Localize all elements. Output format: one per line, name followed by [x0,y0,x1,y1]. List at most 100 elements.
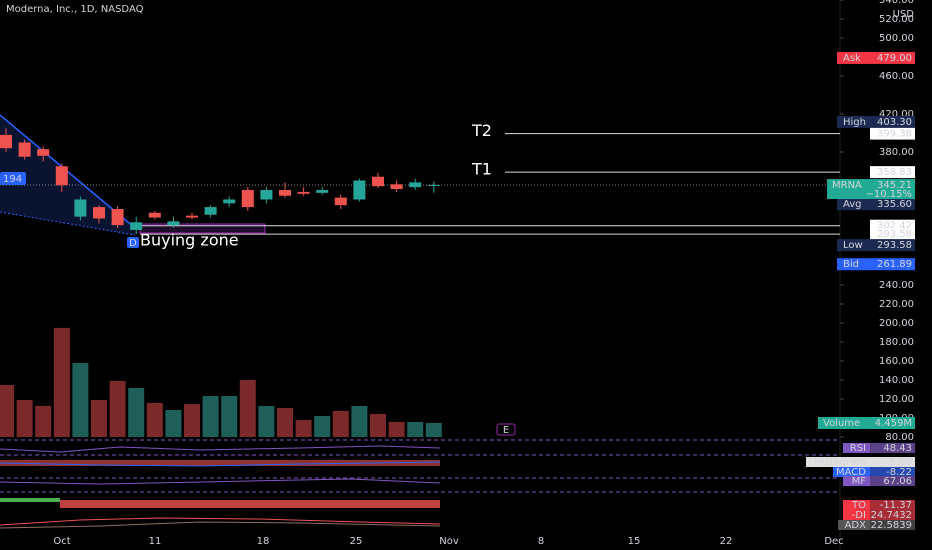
candle-body [372,176,384,187]
candle-body [148,212,161,218]
price-tag-name: High [843,117,866,128]
candle-body [204,207,217,215]
price-tag [837,198,915,211]
indicator-value: 22.5839 [871,520,912,531]
indicator-value: 5.00 [890,457,912,468]
price-tag-name: Avg [843,199,862,210]
y-tick-label: 80.00 [885,432,914,443]
macd-bars [0,460,440,466]
candle-body [186,215,198,218]
volume-bar [407,421,424,437]
volume-bar [258,405,275,437]
level-box [870,127,915,140]
indicator-tag [843,443,915,453]
indicator-name: MF [852,476,867,487]
volume-bar [388,421,405,437]
y-tick-label: 460.00 [879,71,914,82]
marker-e: E [503,425,509,436]
indicator-value: 24.7432 [871,510,912,521]
marker-d: D [129,238,137,249]
x-tick-label: 25 [350,536,363,547]
left-label: 194 [3,174,22,185]
y-tick-label: 500.00 [879,33,914,44]
indicator-name: -DI [852,510,866,521]
volume-bar [91,399,107,437]
volume-bar [184,403,200,437]
indicator-name: MACD [836,467,866,478]
candle-body [241,190,254,208]
candle-body [37,149,50,156]
price-tag-label: 261.89 [877,259,912,270]
candle-body [93,207,105,219]
candle-body [55,166,68,186]
volume-bar [146,402,163,437]
indicator-panels [0,439,840,529]
price-tag [837,239,915,252]
indicator-value: -11.37 [880,500,912,511]
price-tag-label: 335.60 [877,199,912,210]
x-tick-label: Dec [824,536,843,547]
volume-bar [239,379,256,437]
volume-bar [128,387,145,437]
volume-bar [0,384,14,437]
price-tag [837,51,915,64]
candle-body [353,180,366,200]
y-tick-label: 180.00 [879,337,914,348]
di-line [0,517,441,526]
volume-bar [277,407,293,437]
volume-bar [351,405,368,437]
y-tick-label: 540.00 [879,0,914,6]
volume-name: Volume [823,418,860,429]
candle-body [409,182,422,188]
candle-body [167,221,180,226]
level-box [870,166,915,179]
zone-label: Buying zone [140,231,239,250]
price-tag [837,258,915,271]
indicator-value-box [870,443,915,453]
indicator-value-box [870,457,915,467]
volume-bar [109,380,126,437]
mf-line [0,478,441,485]
y-tick-label: 120.00 [879,394,914,405]
x-tick-label: Nov [439,536,459,547]
volume-bar [332,410,349,437]
rsi-line [0,445,441,453]
volume-bar [221,395,238,437]
volume-bar [165,409,182,437]
y-tick-label: 240.00 [879,280,914,291]
indicator-tag [838,520,915,530]
volume-bar [314,415,331,437]
volume-bar [72,362,89,437]
price-tag-name: Ask [843,53,861,64]
price-tag-name: Low [843,240,863,251]
indicator-value: 48.43 [883,443,912,454]
indicator-tag [843,500,915,510]
y-tick-label: 380.00 [879,147,914,158]
candle-body [111,209,124,226]
indicator-value-box [870,520,915,530]
volume-bar [16,399,33,437]
volume-bar [202,395,219,437]
x-tick-label: 18 [257,536,270,547]
adx-line [0,521,441,529]
candle-body [223,199,236,204]
volume-bar [370,413,386,437]
to-bars [0,498,60,502]
y-tick-label: 520.00 [879,14,914,25]
symbol-tag [827,179,915,200]
y-tick-label: 140.00 [879,375,914,386]
indicator-tag [833,467,915,477]
level-label: 302.42 [877,221,912,232]
symbol-name: MRNA [832,180,862,191]
candle-body [297,191,310,194]
candle-body [130,222,143,230]
candle-body [390,184,403,190]
marker-box [127,237,139,248]
indicator-tag [806,457,915,467]
price-tag-label: 403.30 [877,117,912,128]
level-label: 399.38 [877,129,912,140]
indicator-name: TO [851,500,866,511]
